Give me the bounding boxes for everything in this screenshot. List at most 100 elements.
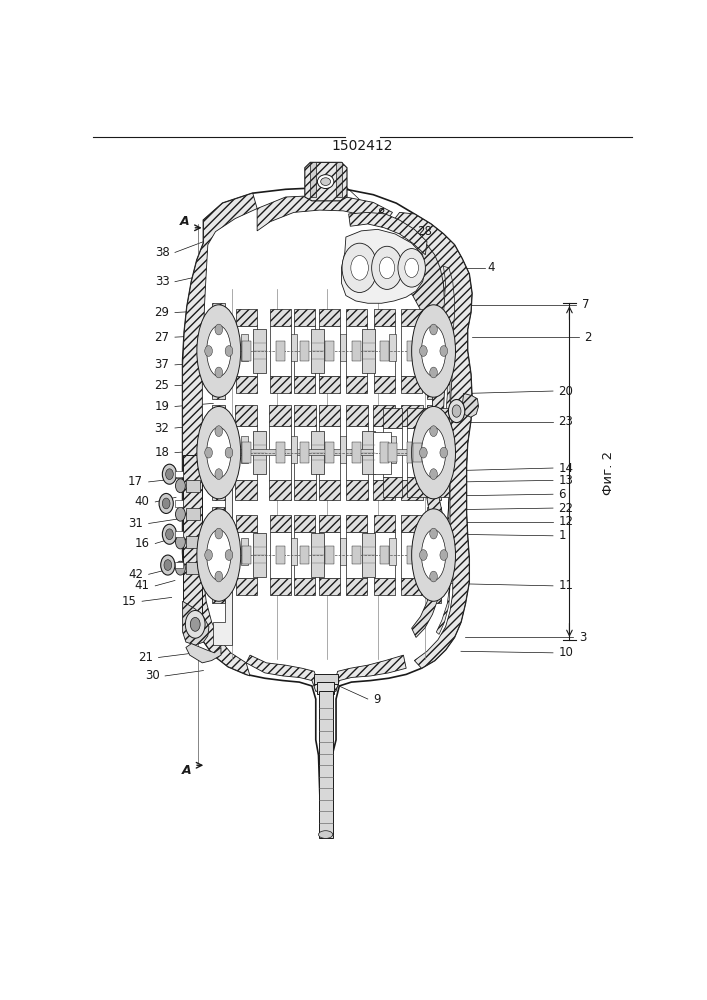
Text: 6: 6: [559, 488, 566, 501]
Bar: [253, 329, 266, 373]
Circle shape: [205, 550, 212, 560]
Circle shape: [225, 550, 233, 560]
Bar: [402, 532, 422, 578]
Bar: [407, 546, 416, 564]
Circle shape: [190, 617, 200, 631]
Bar: [325, 546, 334, 564]
Polygon shape: [182, 188, 472, 838]
Circle shape: [430, 426, 438, 437]
Circle shape: [372, 246, 402, 289]
Circle shape: [215, 324, 223, 335]
Bar: [346, 426, 368, 480]
Bar: [401, 405, 423, 426]
Bar: [311, 431, 324, 474]
Text: 17: 17: [128, 475, 144, 488]
Bar: [294, 578, 315, 595]
Bar: [235, 515, 257, 532]
Bar: [242, 546, 250, 564]
Polygon shape: [182, 601, 209, 645]
Circle shape: [205, 346, 212, 356]
Bar: [319, 405, 341, 426]
Ellipse shape: [411, 305, 455, 397]
Bar: [346, 405, 368, 426]
Bar: [319, 376, 340, 393]
Text: 7: 7: [582, 298, 589, 311]
Bar: [319, 515, 340, 532]
Bar: [269, 480, 291, 500]
Bar: [276, 546, 284, 564]
Text: A: A: [182, 764, 192, 777]
Bar: [325, 442, 334, 463]
Text: 13: 13: [559, 474, 573, 487]
Bar: [186, 508, 199, 520]
Circle shape: [398, 249, 426, 287]
Polygon shape: [182, 193, 257, 676]
Ellipse shape: [421, 530, 445, 580]
Bar: [429, 477, 449, 497]
Bar: [311, 533, 324, 577]
Bar: [294, 515, 315, 532]
Text: 12: 12: [559, 515, 573, 528]
Bar: [402, 376, 422, 393]
Bar: [336, 162, 341, 197]
Bar: [319, 326, 340, 376]
Bar: [353, 341, 361, 361]
Text: 27: 27: [154, 331, 170, 344]
Text: 30: 30: [145, 669, 160, 682]
Bar: [294, 426, 316, 480]
Ellipse shape: [206, 530, 230, 580]
Bar: [374, 515, 395, 532]
Text: 2: 2: [584, 331, 592, 344]
Bar: [175, 471, 183, 477]
Bar: [402, 515, 422, 532]
Polygon shape: [341, 229, 426, 303]
Bar: [294, 309, 315, 326]
Bar: [353, 546, 361, 564]
Bar: [269, 405, 291, 426]
Circle shape: [430, 571, 438, 582]
Bar: [380, 546, 389, 564]
Bar: [401, 426, 423, 480]
Text: 14: 14: [559, 462, 573, 475]
Bar: [374, 309, 395, 326]
Bar: [427, 507, 440, 603]
Text: 3: 3: [579, 631, 586, 644]
Bar: [325, 341, 334, 361]
Bar: [407, 442, 416, 463]
Text: 20: 20: [559, 385, 573, 398]
Text: 11: 11: [559, 579, 573, 592]
Bar: [363, 329, 375, 373]
Circle shape: [405, 258, 419, 277]
Bar: [407, 428, 427, 477]
Bar: [294, 376, 315, 393]
Polygon shape: [349, 212, 427, 255]
Text: 40: 40: [135, 495, 150, 508]
Circle shape: [215, 469, 223, 480]
Text: 19: 19: [154, 400, 170, 413]
Bar: [235, 480, 257, 500]
Bar: [270, 532, 291, 578]
Bar: [294, 532, 315, 578]
Bar: [270, 376, 291, 393]
Bar: [340, 538, 346, 565]
Ellipse shape: [421, 326, 445, 376]
Bar: [175, 531, 183, 537]
Bar: [346, 480, 368, 500]
Bar: [319, 426, 341, 480]
Circle shape: [175, 535, 185, 549]
Bar: [374, 532, 395, 578]
Bar: [235, 376, 257, 393]
Bar: [294, 405, 316, 426]
Bar: [407, 477, 427, 497]
Circle shape: [430, 324, 438, 335]
Polygon shape: [389, 237, 445, 637]
Bar: [353, 442, 361, 463]
Bar: [300, 341, 309, 361]
Ellipse shape: [411, 509, 455, 601]
Ellipse shape: [206, 427, 230, 478]
Bar: [407, 408, 427, 428]
Circle shape: [419, 550, 427, 560]
Circle shape: [430, 469, 438, 480]
Bar: [373, 480, 395, 500]
Text: 8: 8: [378, 207, 385, 220]
